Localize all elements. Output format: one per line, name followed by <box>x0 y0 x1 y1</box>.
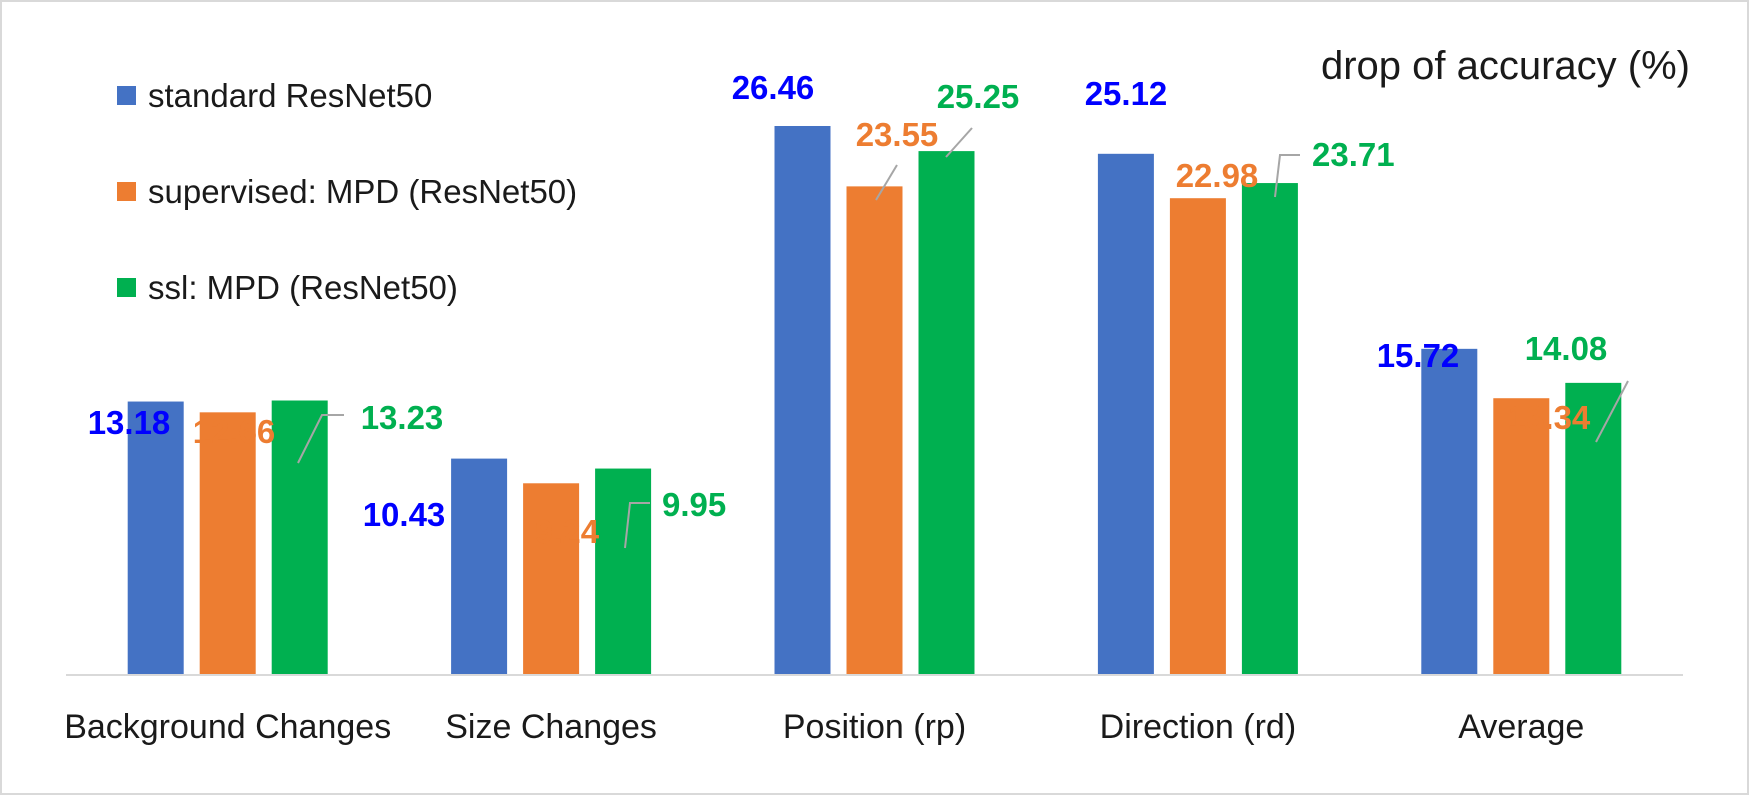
bar-background-changes-standard-resnet50 <box>127 401 184 675</box>
chart-title: drop of accuracy (%) <box>1321 44 1690 88</box>
data-label-size-changes-supervised-mpd-resnet50: 9.24 <box>535 513 600 550</box>
category-label-direction-rd: Direction (rd) <box>1100 708 1296 746</box>
legend-label-ssl-mpd-resnet50: ssl: MPD (ResNet50) <box>148 269 458 306</box>
bar-background-changes-supervised-mpd-resnet50 <box>199 412 256 675</box>
leader-line-size-changes-ssl-mpd-resnet50 <box>624 502 650 549</box>
data-label-direction-rd-standard-resnet50: 25.12 <box>1085 75 1168 112</box>
legend-swatch-standard-resnet50 <box>117 86 136 105</box>
leader-line-direction-rd-ssl-mpd-resnet50 <box>1274 154 1300 198</box>
data-label-average-supervised-mpd-resnet50: 13.34 <box>1508 399 1591 436</box>
bar-position-rp-standard-resnet50 <box>774 126 831 675</box>
data-label-position-rp-supervised-mpd-resnet50: 23.55 <box>856 116 939 153</box>
legend-label-standard-resnet50: standard ResNet50 <box>148 77 432 114</box>
bar-direction-rd-standard-resnet50 <box>1097 153 1154 675</box>
legend-swatch-supervised-mpd-resnet50 <box>117 182 136 201</box>
data-label-background-changes-standard-resnet50: 13.18 <box>88 404 171 441</box>
bar-size-changes-standard-resnet50 <box>451 458 508 675</box>
bar-direction-rd-supervised-mpd-resnet50 <box>1169 198 1226 675</box>
category-label-average: Average <box>1458 708 1584 746</box>
category-label-position-rp: Position (rp) <box>783 708 966 746</box>
bar-size-changes-supervised-mpd-resnet50 <box>523 483 580 675</box>
bar-average-standard-resnet50 <box>1421 348 1478 675</box>
leader-line-position-rp-ssl-mpd-resnet50 <box>945 127 973 158</box>
bar-position-rp-supervised-mpd-resnet50 <box>846 186 903 675</box>
data-label-average-ssl-mpd-resnet50: 14.08 <box>1525 330 1608 367</box>
bar-average-ssl-mpd-resnet50 <box>1565 382 1622 675</box>
legend-label-supervised-mpd-resnet50: supervised: MPD (ResNet50) <box>148 173 577 210</box>
leader-line-position-rp-supervised-mpd-resnet50 <box>875 164 898 201</box>
data-label-average-standard-resnet50: 15.72 <box>1377 337 1460 374</box>
bar-position-rp-ssl-mpd-resnet50 <box>918 151 975 675</box>
data-label-background-changes-ssl-mpd-resnet50: 13.23 <box>361 399 444 436</box>
bar-size-changes-ssl-mpd-resnet50 <box>595 468 652 675</box>
data-label-size-changes-ssl-mpd-resnet50: 9.95 <box>662 486 726 523</box>
category-label-size-changes: Size Changes <box>445 708 657 746</box>
data-label-direction-rd-supervised-mpd-resnet50: 22.98 <box>1176 157 1259 194</box>
legend-swatch-ssl-mpd-resnet50 <box>117 278 136 297</box>
legend: standard ResNet50 supervised: MPD (ResNet… <box>117 77 577 306</box>
data-label-background-changes-supervised-mpd-resnet50: 12.66 <box>193 413 276 450</box>
category-labels: Background Changes Size Changes Position (… <box>64 708 1584 746</box>
leader-line-average-ssl-mpd-resnet50 <box>1595 380 1629 443</box>
leader-line-background-changes-ssl-mpd-resnet50 <box>297 414 344 464</box>
category-label-background-changes: Background Changes <box>64 708 391 746</box>
data-label-direction-rd-ssl-mpd-resnet50: 23.71 <box>1312 136 1395 173</box>
data-label-position-rp-standard-resnet50: 26.46 <box>732 69 815 106</box>
bar-direction-rd-ssl-mpd-resnet50 <box>1241 183 1298 676</box>
bar-background-changes-ssl-mpd-resnet50 <box>271 400 328 675</box>
bar-average-supervised-mpd-resnet50 <box>1493 398 1550 675</box>
data-label-position-rp-ssl-mpd-resnet50: 25.25 <box>937 78 1020 115</box>
bars-group <box>127 126 1622 676</box>
data-label-size-changes-standard-resnet50: 10.43 <box>363 496 446 533</box>
